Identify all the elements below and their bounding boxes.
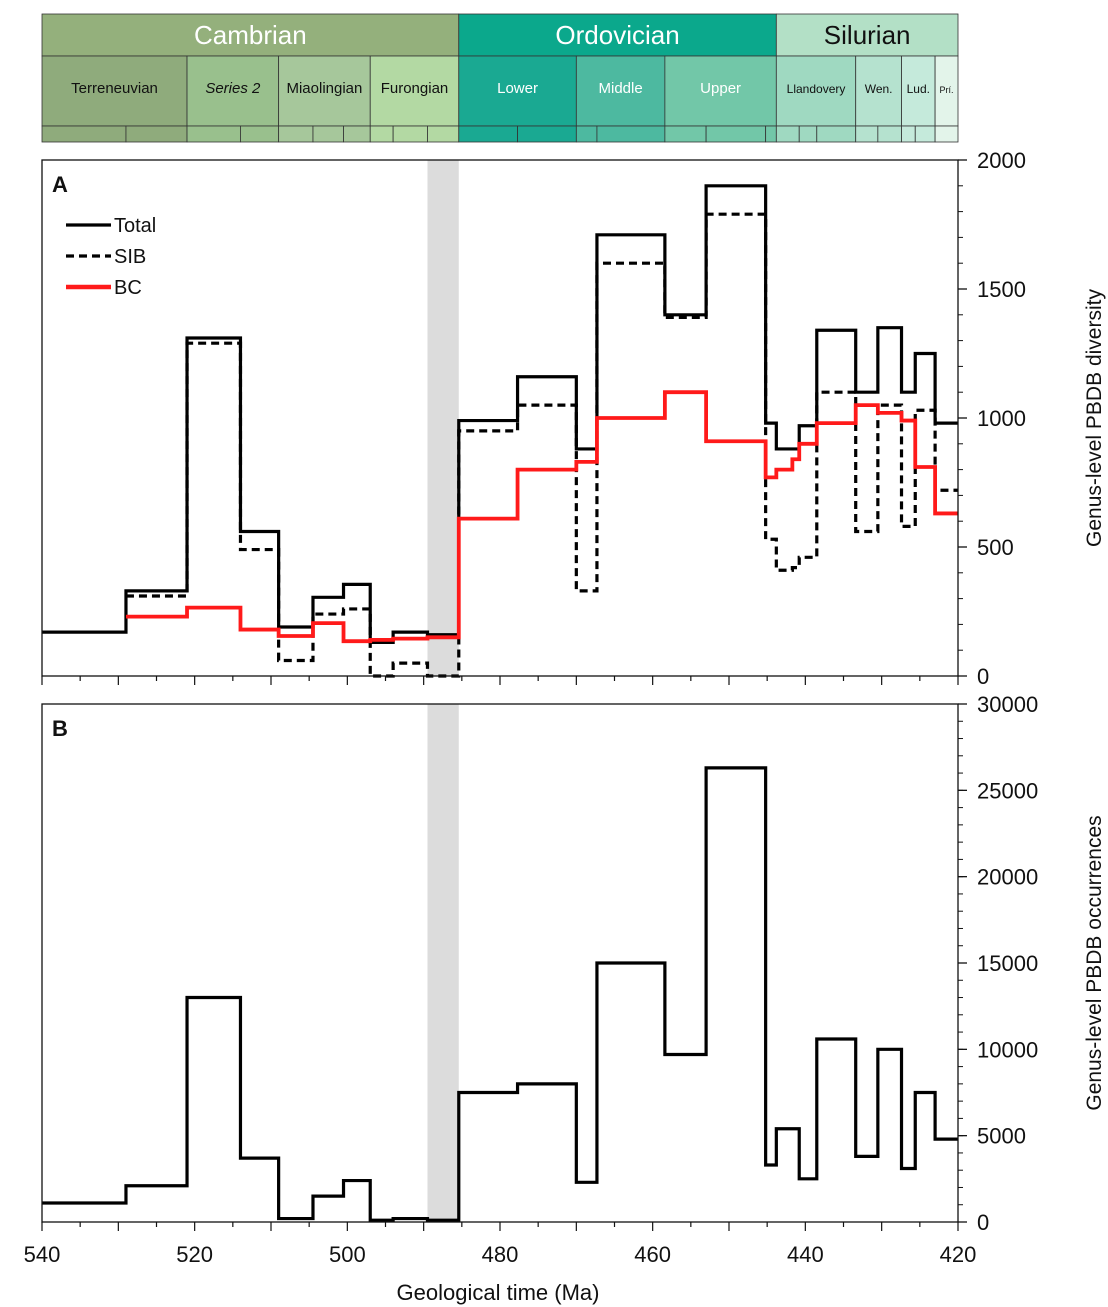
period-box-cambrian (41, 13, 460, 57)
panel-a-legend: Total SIB BC (66, 215, 156, 299)
legend-label-sib: SIB (114, 246, 146, 268)
epoch-label-pr: Prí. (940, 85, 954, 95)
period-box-silurian (775, 13, 959, 57)
series-line-occurrences (42, 766, 958, 1222)
stage-box (816, 125, 857, 143)
stage-box (312, 125, 344, 143)
stage-box (901, 125, 916, 143)
epoch-label-terreneuvian: Terreneuvian (71, 80, 158, 97)
epoch-box-terreneuvian (41, 55, 188, 127)
stage-box (664, 125, 707, 143)
epoch-label-furongian: Furongian (381, 80, 449, 97)
boundary-gray-band (427, 160, 459, 676)
stage-box (596, 125, 666, 143)
panel-a-label: A (52, 172, 68, 197)
boundary-gray-band (427, 704, 459, 1222)
y-tick-label: 10000 (977, 1037, 1038, 1062)
epoch-label-wen: Wen. (865, 82, 893, 96)
y-tick-label: 0 (977, 1210, 989, 1235)
y-tick-label: 30000 (977, 692, 1038, 717)
epoch-label-series-2: Series 2 (205, 80, 261, 97)
period-box-ordovician (458, 13, 777, 57)
stage-box (458, 125, 518, 143)
stage-box (798, 125, 818, 143)
x-tick-label: 520 (176, 1242, 213, 1267)
stage-box (41, 125, 127, 143)
period-label-ordovician: Ordovician (555, 20, 679, 50)
period-label-silurian: Silurian (824, 20, 911, 50)
epoch-label-lower: Lower (497, 80, 538, 97)
x-tick-label: 440 (787, 1242, 824, 1267)
stage-box (877, 125, 902, 143)
panel-b-label: B (52, 716, 68, 741)
stage-box (914, 125, 936, 143)
epoch-box-lower (458, 55, 577, 127)
stage-box (343, 125, 371, 143)
x-tick-label: 460 (634, 1242, 671, 1267)
panel-a-diversity-chart: 0 500 1000 1500 2000 A Total SIB BC Genus-leve… (41, 148, 1106, 689)
y-tick-label: 25000 (977, 778, 1038, 803)
x-tick-label: 540 (24, 1242, 61, 1267)
panel-b-frame (41, 703, 959, 1223)
panel-b-y-axis-label: Genus-level PBDB occurrences (1083, 815, 1106, 1110)
epoch-label-middle: Middle (599, 80, 643, 97)
stage-box (705, 125, 767, 143)
series-line-sib (125, 212, 958, 678)
epoch-label-miaolingian: Miaolingian (286, 80, 362, 97)
stage-box (240, 125, 280, 143)
stage-box (186, 125, 241, 143)
stage-box (427, 125, 460, 143)
y-tick-label: 0 (977, 664, 989, 689)
stage-box (855, 125, 879, 143)
y-tick-label: 20000 (977, 865, 1038, 890)
epoch-box-miaolingian (278, 55, 371, 127)
panel-a-y-axis-label: Genus-level PBDB diversity (1083, 289, 1106, 547)
stage-box (934, 125, 959, 143)
y-tick-label: 1500 (977, 277, 1026, 302)
series-line-total (42, 184, 958, 645)
epoch-label-llandovery: Llandovery (787, 82, 846, 96)
stage-box (575, 125, 598, 143)
y-tick-label: 5000 (977, 1124, 1026, 1149)
epoch-label-upper: Upper (700, 80, 741, 97)
stage-box (765, 125, 777, 143)
epoch-box-series-2 (186, 55, 280, 127)
series-line-bc (125, 390, 958, 644)
x-axis-label: Geological time (Ma) (397, 1280, 600, 1305)
period-label-cambrian: Cambrian (194, 20, 307, 50)
stage-box (369, 125, 394, 143)
stage-box (517, 125, 577, 143)
x-tick-label: 480 (482, 1242, 519, 1267)
panel-a-frame (41, 159, 959, 677)
epoch-box-upper (664, 55, 777, 127)
x-tick-label: 420 (940, 1242, 977, 1267)
stage-box (775, 125, 800, 143)
x-tick-label: 500 (329, 1242, 366, 1267)
panel-b-occurrences-chart: 0 5000 10000 15000 20000 25000 30000 540 520 500 4… (24, 692, 1106, 1305)
y-tick-label: 15000 (977, 951, 1038, 976)
legend-label-total: Total (114, 215, 156, 237)
legend-label-bc: BC (114, 277, 142, 299)
stage-box (392, 125, 428, 143)
stage-box (125, 125, 188, 143)
y-tick-label: 500 (977, 535, 1014, 560)
stage-box (278, 125, 314, 143)
geologic-timescale: Cambrian Ordovician Silurian Terreneuvian Se… (41, 13, 959, 143)
epoch-box-wen (855, 55, 902, 127)
y-tick-label: 2000 (977, 148, 1026, 173)
y-tick-label: 1000 (977, 406, 1026, 431)
epoch-label-lud: Lud. (907, 82, 930, 96)
